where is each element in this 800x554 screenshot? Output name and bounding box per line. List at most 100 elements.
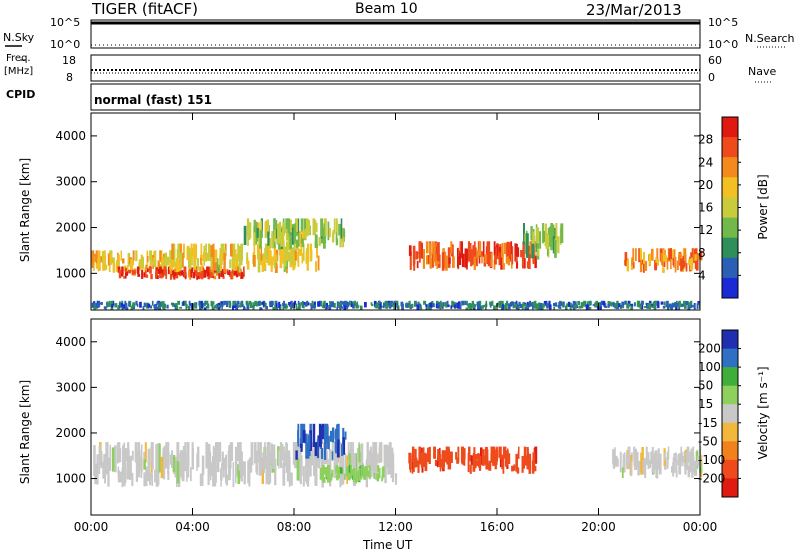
panel-1-background <box>91 319 700 515</box>
echo-cell <box>599 306 602 310</box>
echo-cell <box>514 303 517 307</box>
echo-cell <box>689 300 693 305</box>
echo-cell <box>672 257 675 266</box>
echo-cell <box>191 442 194 470</box>
echo-cell <box>339 467 343 474</box>
echo-cell <box>355 303 357 309</box>
echo-cell <box>445 303 448 308</box>
echo-cell <box>268 238 272 249</box>
echo-cell <box>274 229 276 242</box>
echo-cell <box>516 260 519 269</box>
echo-cell <box>271 301 274 306</box>
colorbar-1-segment <box>722 478 738 498</box>
echo-cell <box>344 431 347 440</box>
echo-cell <box>91 302 95 308</box>
colorbar-1-segment <box>722 348 738 368</box>
echo-cell <box>295 450 298 460</box>
echo-cell <box>296 307 300 310</box>
echo-cell <box>666 451 669 460</box>
colorbar-tick-label: 100 <box>698 360 721 374</box>
echo-cell <box>673 302 677 308</box>
echo-cell <box>666 304 669 310</box>
echo-cell <box>537 248 540 257</box>
echo-cell <box>680 258 683 272</box>
echo-cell <box>232 260 236 271</box>
echo-cell <box>480 305 483 310</box>
echo-cell <box>174 303 178 306</box>
x-tick-label: 12:00 <box>378 520 413 534</box>
echo-cell <box>265 306 268 310</box>
echo-cell <box>425 304 428 307</box>
echo-cell <box>295 303 298 310</box>
echo-cell <box>489 301 492 306</box>
echo-cell <box>494 453 497 463</box>
echo-cell <box>127 252 131 267</box>
echo-cell <box>126 448 128 462</box>
echo-cell <box>359 451 362 475</box>
echo-cell <box>570 302 572 306</box>
echo-cell <box>157 305 160 310</box>
echo-cell <box>393 300 396 307</box>
echo-cell <box>608 301 612 306</box>
echo-cell <box>439 459 443 468</box>
echo-cell <box>336 439 340 458</box>
echo-cell <box>270 256 274 266</box>
echo-cell <box>186 454 188 482</box>
echo-cell <box>255 463 258 473</box>
echo-cell <box>274 301 277 306</box>
echo-cell <box>270 259 273 272</box>
echo-cell <box>485 447 488 461</box>
echo-cell <box>439 465 442 472</box>
echo-cell <box>163 266 167 276</box>
echo-cell <box>557 236 560 254</box>
echo-cell <box>467 453 470 473</box>
echo-cell <box>337 466 340 479</box>
echo-cell <box>588 307 592 310</box>
y-tick-label: 1000 <box>55 266 86 280</box>
echo-cell <box>553 306 556 310</box>
echo-cell <box>465 307 469 310</box>
echo-cell <box>147 256 149 263</box>
echo-cell <box>690 461 692 471</box>
echo-cell <box>208 451 212 472</box>
echo-cell <box>543 231 545 242</box>
echo-cell <box>155 271 157 279</box>
echo-cell <box>202 303 206 307</box>
echo-cell <box>522 241 525 258</box>
echo-cell <box>521 456 524 473</box>
echo-cell <box>159 301 163 306</box>
echo-cell <box>103 306 107 310</box>
echo-cell <box>334 441 338 452</box>
echo-cell <box>622 453 626 468</box>
echo-cell <box>377 464 380 473</box>
echo-cell <box>480 447 483 465</box>
echo-cell <box>301 237 304 248</box>
echo-cell <box>374 442 378 468</box>
echo-cell <box>196 276 200 279</box>
colorbar-tick-label: 24 <box>698 155 713 169</box>
echo-cell <box>699 250 703 260</box>
echo-cell <box>141 269 144 279</box>
echo-cell <box>305 251 308 264</box>
echo-cell <box>313 304 316 308</box>
echo-cell <box>557 305 561 308</box>
echo-cell <box>408 245 412 256</box>
echo-cell <box>651 248 654 261</box>
colorbar-tick-label: 15 <box>698 397 713 411</box>
echo-cell <box>167 266 170 275</box>
echo-cell <box>306 454 310 481</box>
cpid-text: normal (fast) 151 <box>94 93 212 107</box>
echo-cell <box>210 257 213 270</box>
x-tick-label: 20:00 <box>581 520 616 534</box>
date-label: 23/Mar/2013 <box>586 1 682 19</box>
echo-cell <box>356 301 359 306</box>
echo-cell <box>488 241 491 261</box>
echo-cell <box>671 466 674 473</box>
colorbar-tick-label: 28 <box>698 133 713 147</box>
echo-cell <box>320 447 324 459</box>
echo-cell <box>285 443 288 473</box>
echo-cell <box>342 460 345 485</box>
echo-cell <box>257 253 261 273</box>
echo-cell <box>625 454 629 466</box>
echo-cell <box>281 444 284 461</box>
